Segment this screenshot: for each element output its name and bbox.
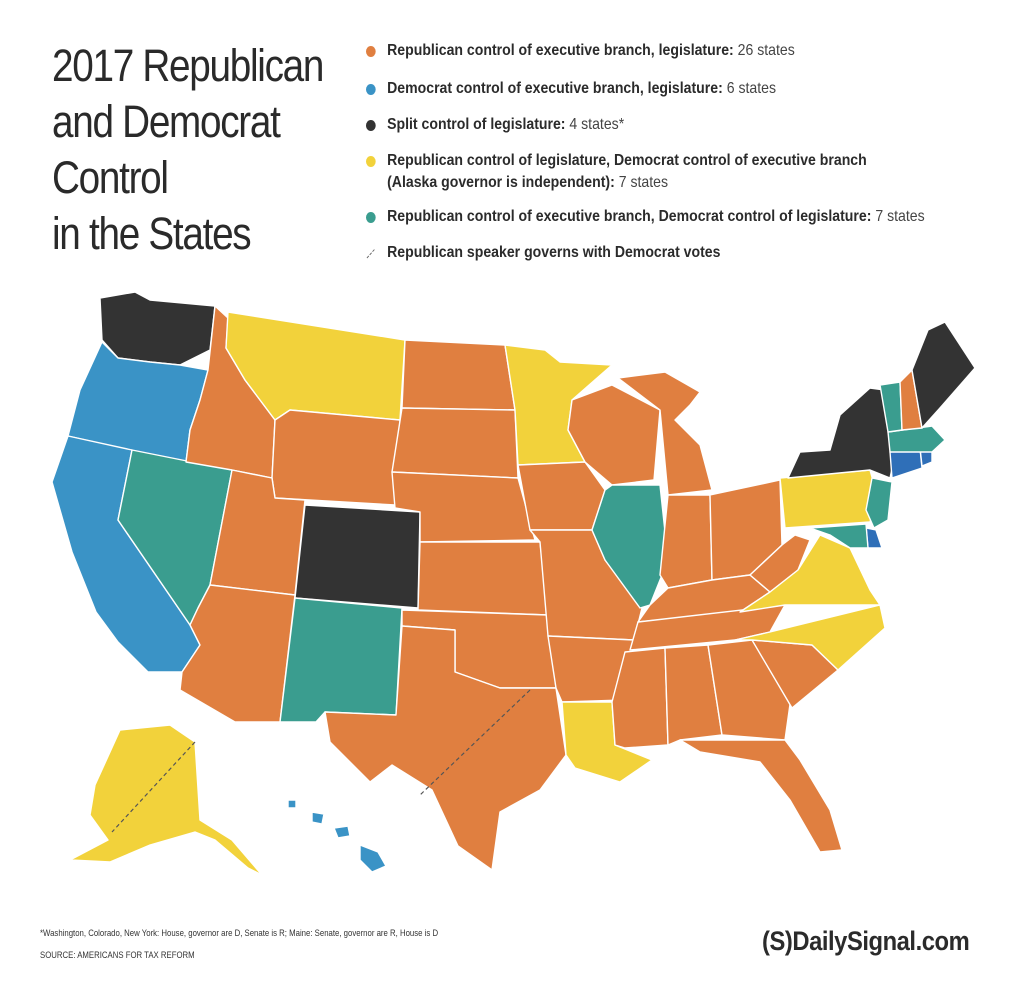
state-hawaii-maui [333,825,351,839]
legend-label: Republican control of executive branch, … [387,208,872,225]
legend-count: 6 states [726,80,777,97]
state-hawaii-oahu [311,811,325,825]
title-line-4: in the States [52,208,252,259]
legend-swatch-democrat [366,84,376,95]
state-florida [679,739,843,853]
legend-label: Democrat control of executive branch, le… [387,80,723,97]
state-pennsylvania [779,469,879,529]
legend-count: 7 states [875,208,925,225]
state-texas [324,625,567,871]
state-new-jersey [865,477,893,529]
legend-item-split: Split control of legislature: 4 states* [366,114,1003,136]
legend-label: Split control of legislature: [387,116,566,133]
state-illinois [591,484,669,609]
state-north-carolina [734,604,886,671]
state-new-york [787,387,896,479]
state-hawaii-big-island [359,844,387,873]
legend-item-democrat: Democrat control of executive branch, le… [366,78,1003,100]
legend-item-republican: Republican control of executive branch, … [366,40,1003,62]
state-maryland [809,523,869,549]
state-new-mexico [279,597,403,723]
state-colorado [294,504,421,609]
legend-swatch-rep-exec-dem-leg [366,212,376,223]
legend-count: 26 states [737,42,795,59]
state-wisconsin [567,384,661,486]
legend-item-rep-leg-dem-exec: Republican control of legislature, Democ… [366,150,1003,194]
legend-item-speaker: Republican speaker governs with Democrat… [366,242,1003,264]
legend-item-rep-exec-dem-leg: Republican control of executive branch, … [366,206,1003,228]
map-title: 2017 Republican and Democrat Control in … [52,38,324,262]
state-alabama [664,644,723,746]
state-kansas [417,541,549,616]
legend-count: 4 states* [569,116,625,133]
state-indiana [659,494,713,589]
state-alaska [69,724,263,876]
legend-label: Republican speaker governs with Democrat… [387,244,721,261]
state-wyoming [271,409,401,506]
footnote: *Washington, Colorado, New York: House, … [40,928,439,939]
title-line-2: and Democrat [52,96,281,147]
state-hawaii-kauai [287,799,297,809]
daily-signal-logo: (S)DailySignal.com [762,926,970,956]
state-south-dakota [391,407,519,479]
state-iowa [517,461,606,531]
source-note: SOURCE: AMERICANS FOR TAX REFORM [40,950,195,961]
legend-count: 7 states [618,174,669,191]
legend-label: Republican control of executive branch, … [387,42,734,59]
legend-label: Republican control of legislature, Democ… [387,152,867,169]
state-arkansas [547,635,635,703]
state-north-dakota [401,339,516,411]
state-michigan [617,371,713,496]
state-maine [911,321,976,429]
legend-swatch-rep-leg-dem-exec [366,156,376,167]
state-washington [99,291,216,366]
legend-label-continued: (Alaska governor is independent): [387,174,615,191]
speaker-line-texas [419,689,531,796]
state-massachusetts [887,425,946,453]
title-line-1: 2017 Republican [52,40,324,91]
legend-swatch-republican [366,46,376,57]
legend-swatch-split [366,120,376,131]
title-line-3: Control [52,152,169,203]
